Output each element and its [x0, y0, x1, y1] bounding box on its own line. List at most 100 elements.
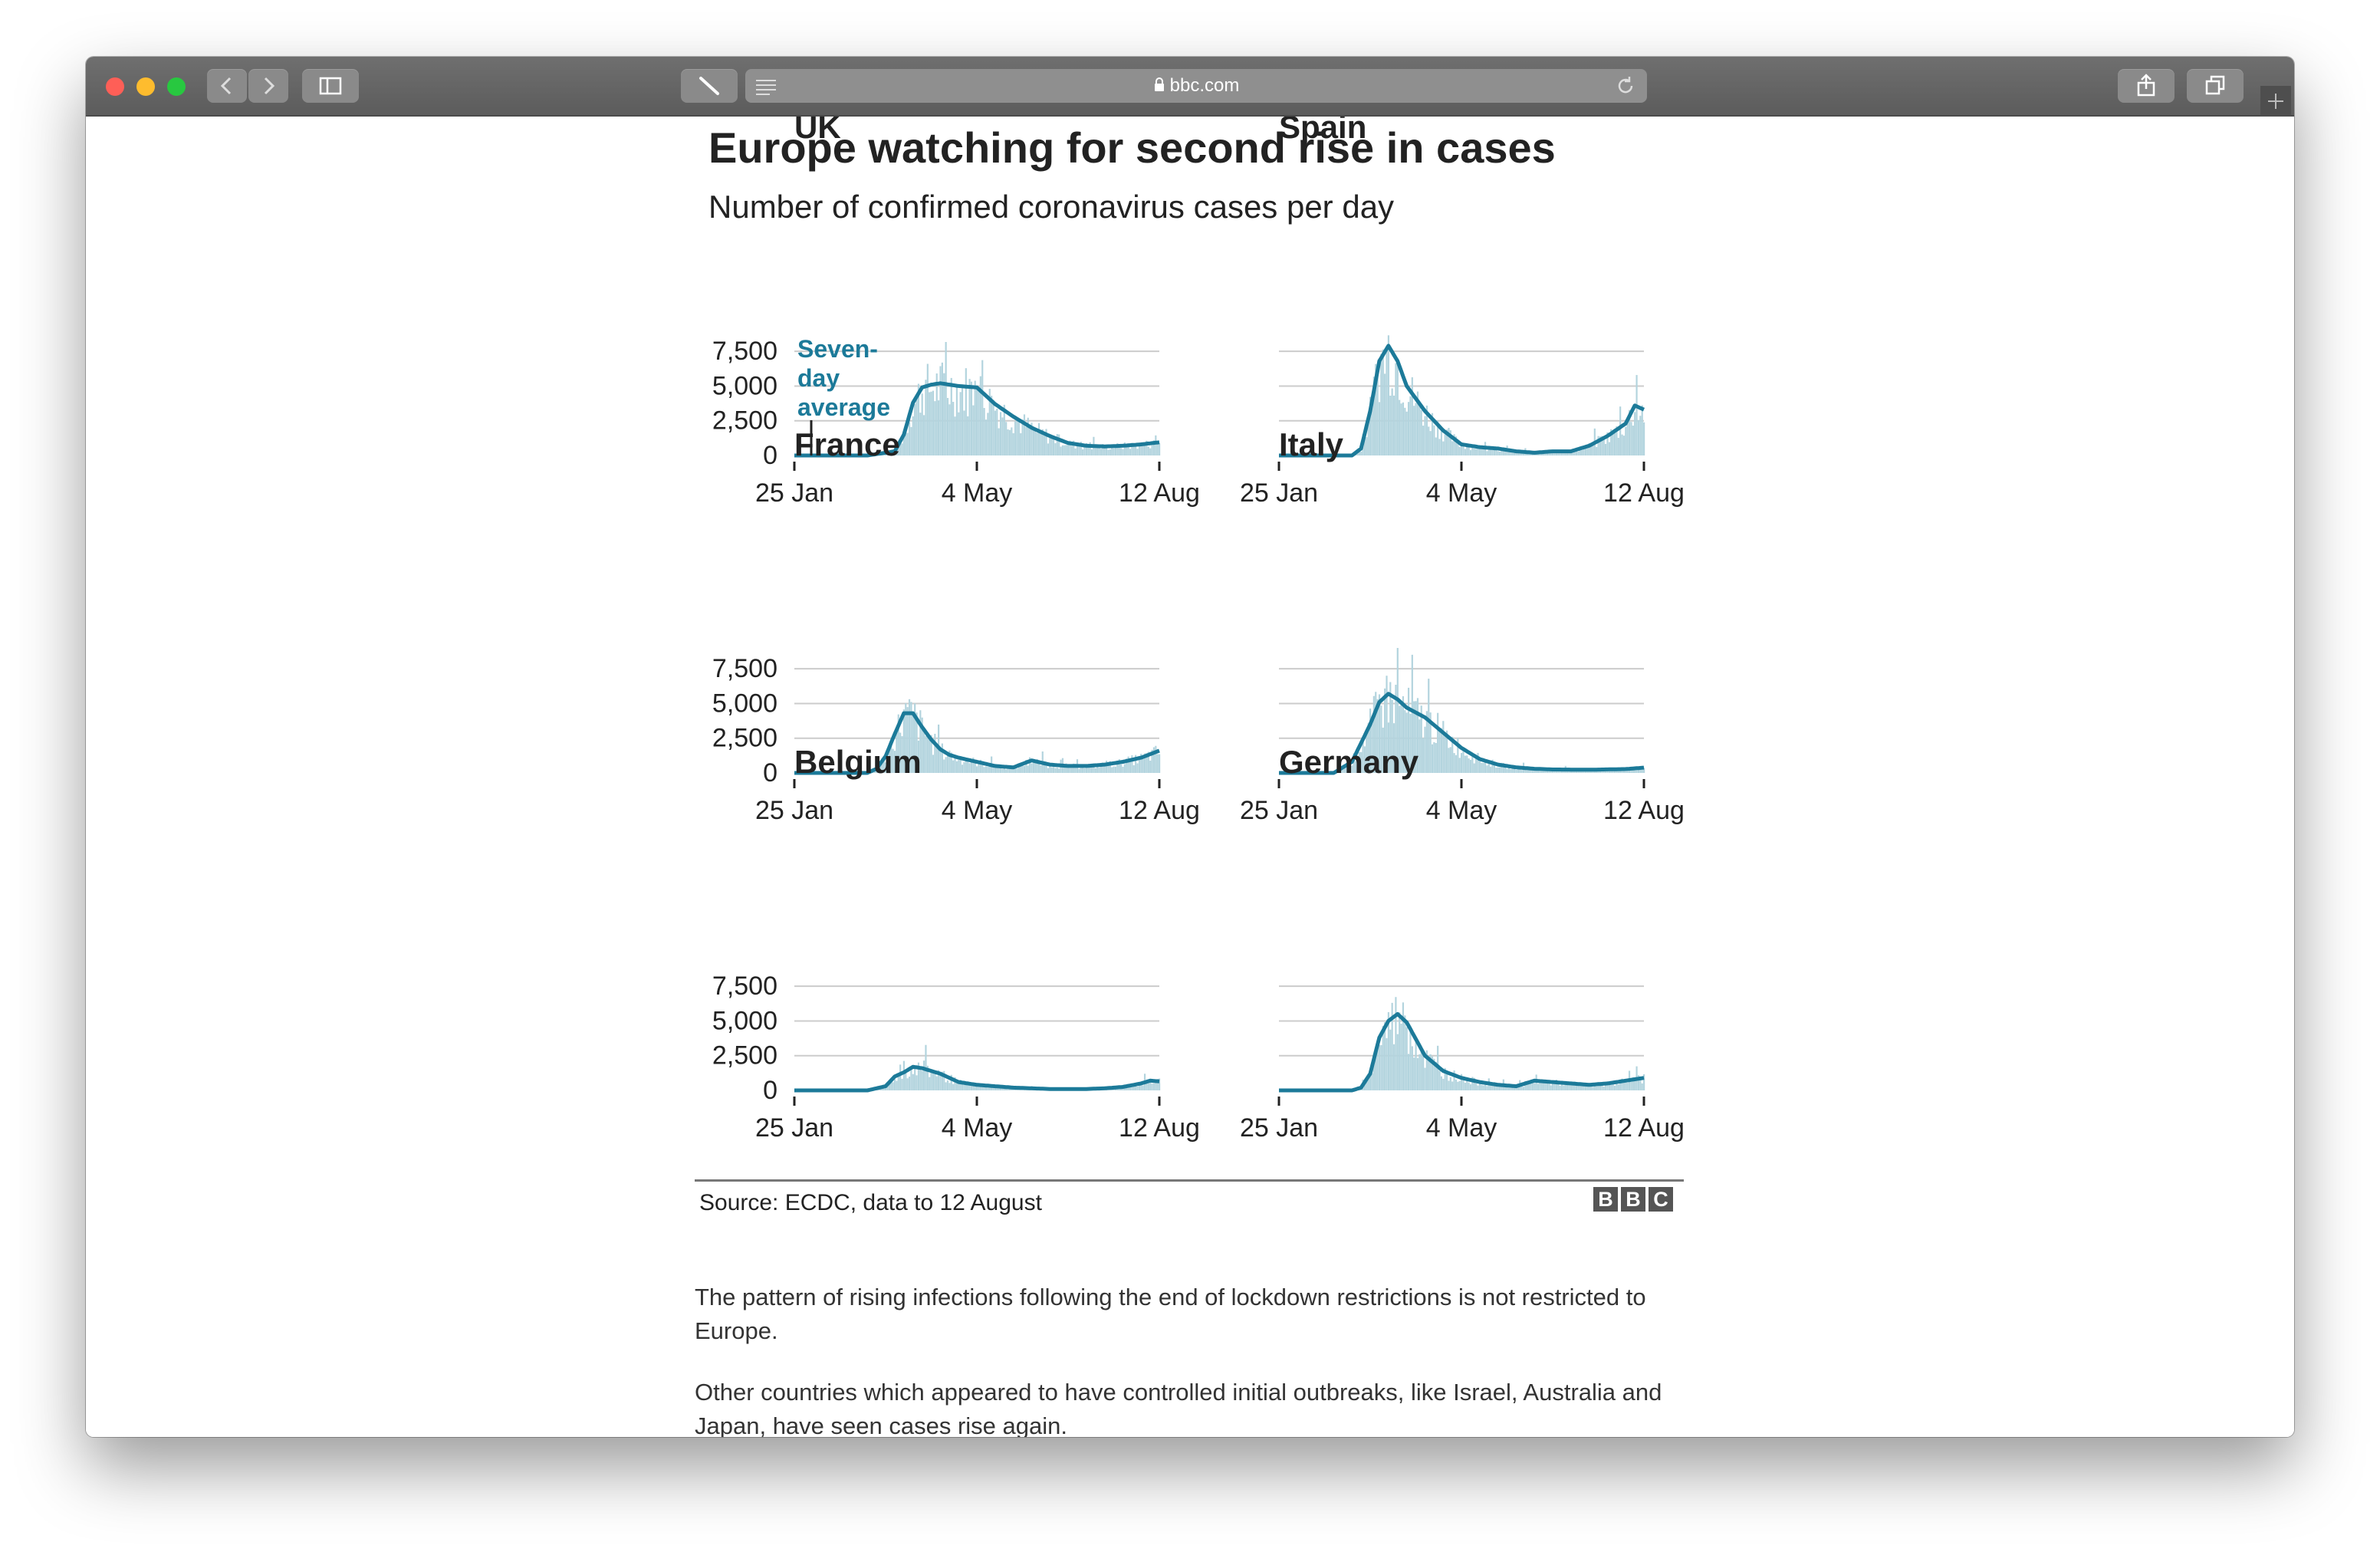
daily-bar — [1017, 420, 1020, 455]
address-bar[interactable]: bbc.com — [745, 69, 1647, 103]
daily-bar — [1416, 1057, 1419, 1090]
sidebar-button[interactable] — [302, 69, 359, 103]
daily-bar — [1083, 768, 1086, 773]
share-button[interactable] — [2118, 69, 2175, 103]
minimize-window-button[interactable] — [136, 77, 155, 96]
daily-bar — [1577, 770, 1580, 773]
daily-bar — [1396, 648, 1399, 773]
daily-bar — [1025, 426, 1027, 455]
annotate-button[interactable] — [681, 69, 738, 103]
daily-bar — [926, 736, 929, 773]
daily-bar — [1550, 452, 1552, 455]
back-button[interactable] — [207, 69, 247, 103]
forward-button[interactable] — [248, 69, 288, 103]
daily-bar — [1376, 699, 1379, 773]
daily-bar — [1445, 1074, 1448, 1090]
daily-bar — [1056, 768, 1058, 773]
daily-bar — [1138, 446, 1141, 455]
daily-bar — [1504, 448, 1507, 455]
daily-bar — [1433, 425, 1435, 455]
daily-bar — [999, 412, 1002, 455]
daily-bar — [897, 1073, 899, 1090]
close-window-button[interactable] — [106, 77, 124, 96]
browser-window: bbc.com Europe watching for second rise … — [86, 57, 2294, 1437]
daily-bar — [999, 1088, 1002, 1090]
daily-bar — [925, 735, 927, 773]
daily-bar — [1425, 405, 1428, 455]
daily-bar — [1548, 452, 1550, 455]
daily-bar — [1471, 446, 1474, 455]
daily-bar — [876, 769, 878, 773]
daily-bar — [1105, 761, 1108, 773]
tabs-overview-button[interactable] — [2187, 69, 2244, 103]
logo-letter: B — [1593, 1187, 1618, 1212]
daily-bar — [1643, 422, 1645, 455]
daily-bar — [1553, 1082, 1556, 1090]
daily-bar — [892, 1082, 894, 1090]
daily-bar — [922, 1060, 925, 1090]
daily-bar — [1482, 1085, 1484, 1090]
daily-bar — [902, 1060, 905, 1090]
daily-bar — [1129, 449, 1132, 455]
daily-bar — [1023, 414, 1026, 455]
back-icon — [220, 77, 232, 95]
x-tick-label: 4 May — [1426, 478, 1497, 508]
url-field[interactable]: bbc.com — [745, 75, 1647, 97]
daily-bar — [1029, 757, 1031, 773]
daily-bar — [886, 1083, 889, 1090]
daily-bar — [1546, 769, 1549, 773]
daily-bar — [1577, 451, 1580, 455]
daily-bar — [1131, 1086, 1133, 1090]
daily-bar — [1023, 765, 1026, 773]
daily-bar — [1411, 1046, 1413, 1090]
daily-bar — [1603, 1086, 1605, 1090]
daily-bar — [1415, 403, 1417, 455]
daily-bar — [1637, 419, 1640, 455]
daily-bar — [934, 401, 936, 455]
reader-icon[interactable] — [745, 69, 791, 103]
daily-bar — [1070, 446, 1073, 455]
logo-letter: C — [1649, 1187, 1673, 1212]
maximize-window-button[interactable] — [167, 77, 186, 96]
daily-bar — [1530, 1080, 1532, 1090]
daily-bar — [1495, 1082, 1497, 1090]
x-tick-label: 4 May — [1426, 796, 1497, 825]
daily-bar — [1080, 768, 1082, 773]
daily-bar — [1366, 437, 1368, 455]
new-tab-icon[interactable] — [2260, 86, 2291, 117]
daily-bar — [999, 765, 1002, 773]
daily-bar — [1473, 763, 1475, 773]
chart-panel: France 7,500 5,000 2,500 0 25 Jan 4 May 12 Aug — [712, 426, 1200, 825]
daily-bar — [1504, 1087, 1507, 1090]
daily-bar — [1482, 446, 1484, 455]
daily-bar — [1021, 419, 1024, 455]
daily-bar — [1564, 452, 1566, 455]
daily-bar — [1575, 1083, 1578, 1090]
daily-bar — [893, 452, 896, 455]
daily-bar — [1078, 446, 1080, 455]
daily-bar — [897, 446, 899, 455]
daily-bar — [1608, 770, 1610, 773]
daily-bar — [1152, 1083, 1155, 1090]
daily-bar — [1395, 997, 1397, 1090]
daily-bar — [976, 388, 978, 455]
daily-bar — [1132, 1084, 1135, 1090]
daily-bar — [1613, 1085, 1616, 1090]
daily-bar — [1049, 763, 1051, 773]
daily-bar — [1449, 747, 1451, 773]
daily-bar — [1444, 734, 1446, 773]
daily-bar — [1548, 1080, 1550, 1090]
daily-bar — [1514, 1087, 1516, 1090]
daily-bar — [1400, 1024, 1402, 1090]
daily-bar — [1016, 419, 1018, 455]
reload-icon[interactable] — [1609, 69, 1642, 103]
daily-bar — [1597, 436, 1599, 455]
daily-bar — [981, 1084, 984, 1090]
daily-bar — [1122, 766, 1124, 773]
daily-bar — [987, 767, 989, 773]
daily-bar — [902, 436, 905, 455]
daily-bar — [1037, 423, 1040, 455]
daily-bar — [1622, 769, 1626, 773]
daily-bar — [952, 760, 955, 773]
daily-bar — [1440, 728, 1443, 773]
